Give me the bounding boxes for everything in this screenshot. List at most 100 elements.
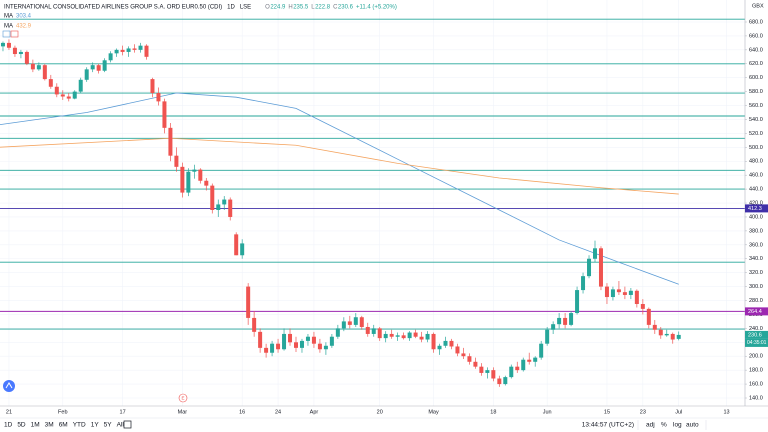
range-button[interactable]: 5D [17,422,26,429]
date-range-icon[interactable] [123,420,132,429]
price-axis: GBX 680.0 660.0 640.0 620.0 600.0 580.0 560.0 5… [744,0,768,406]
candle-body [598,248,603,287]
ma-legend-value: 303.4 [16,14,32,20]
range-button[interactable]: 6M [59,422,68,429]
ma-legend-name: MA [4,14,13,20]
candle-body [503,377,508,385]
x-tick-label: 23 [640,409,646,415]
legend-icon[interactable] [2,30,11,38]
candle-body [377,328,382,339]
candle-body [497,378,502,385]
logo-glyph [5,382,13,389]
range-button[interactable]: 1M [31,422,40,429]
candle-body [323,345,328,350]
range-button[interactable]: 5Y [104,422,113,429]
candle-body [120,49,125,52]
y-tick-label: 180.0 [749,368,763,374]
candle-body [569,313,574,325]
candle-body [676,334,681,339]
candle-body [96,65,101,71]
candle-body [108,53,113,61]
legend-icon[interactable] [10,30,19,38]
clock: 13:44:57 (UTC+2) [582,422,634,429]
candle-body [168,127,173,156]
moving-average-line [0,92,679,285]
level-axis-label: 264.4 [748,309,762,315]
y-tick-label: 580.0 [749,89,763,95]
candle-body [311,336,316,344]
y-tick-label: 200.0 [749,354,763,360]
candle-body [509,366,514,378]
ohlc-letter: H [288,5,292,11]
candle-body [294,342,298,348]
candle-body [593,248,597,259]
candle-body [395,335,400,337]
candle-body [389,333,394,337]
level-axis-label-bg [745,204,768,213]
candle-body [48,79,53,87]
range-button[interactable]: 1Y [91,422,100,429]
candle-body [341,321,346,329]
ohlc-value: 224.9 [270,5,286,11]
y-tick-label: 680.0 [749,19,763,25]
candle-body [485,370,490,373]
candle-body [353,317,358,325]
candle-body [198,169,203,181]
candle-body [246,286,251,318]
legend: INTERNATIONAL CONSOLIDATED AIRLINES GROU… [4,5,397,30]
scale-button[interactable]: auto [686,422,699,429]
candle-body [455,346,460,354]
candle-body [461,353,466,357]
candle-body [622,292,627,295]
event-marker[interactable] [178,393,188,403]
y-tick-label: 620.0 [749,61,763,67]
candle-body [78,79,83,92]
candle-body [347,321,352,325]
scale-button[interactable]: adj [646,422,655,429]
candle-body [174,155,179,167]
y-tick-label: 360.0 [749,242,763,248]
candle-body [210,185,215,210]
ohlc-letter: O [265,5,270,11]
last-price-bg [745,330,768,339]
y-tick-label: 660.0 [749,33,763,39]
candle-body [18,51,23,55]
candle-body [467,356,472,362]
ohlc-letter: L [311,5,315,11]
logo[interactable] [3,380,15,392]
candle-body [545,329,550,344]
candle-body [252,317,257,332]
scale-button[interactable]: log [673,422,682,429]
range-button[interactable]: 3M [45,422,54,429]
range-button[interactable]: All [117,422,125,429]
candle-body [413,332,418,337]
candle-body [270,343,275,353]
candle-body [12,47,17,55]
candle-body [658,329,663,336]
candle-body [329,336,334,346]
countdown-bg [745,338,768,347]
candle-body [240,243,245,256]
y-tick-label: 500.0 [749,145,763,151]
scale-button[interactable]: % [661,422,667,429]
y-tick-label: 440.0 [749,187,763,193]
candle-body [222,199,227,205]
candle-body [84,69,89,80]
candle-body [24,51,29,64]
candle-body [634,290,639,304]
change-label: +11.4 (+5.20%) [356,5,397,11]
candle-body [479,366,484,373]
candle-body [563,317,568,325]
candle-body [515,366,520,371]
candle-body [335,328,340,337]
candle-body [276,343,281,350]
range-button[interactable]: YTD [73,422,86,429]
price-axis-background [745,0,768,406]
y-tick-label: 280.0 [749,298,763,304]
candle-body [575,290,580,314]
y-tick-label: 300.0 [749,284,763,290]
y-tick-label: 400.0 [749,214,763,220]
ohlc-letter: C [333,5,338,11]
range-button[interactable]: 1D [4,422,13,429]
candle-body [66,96,71,99]
